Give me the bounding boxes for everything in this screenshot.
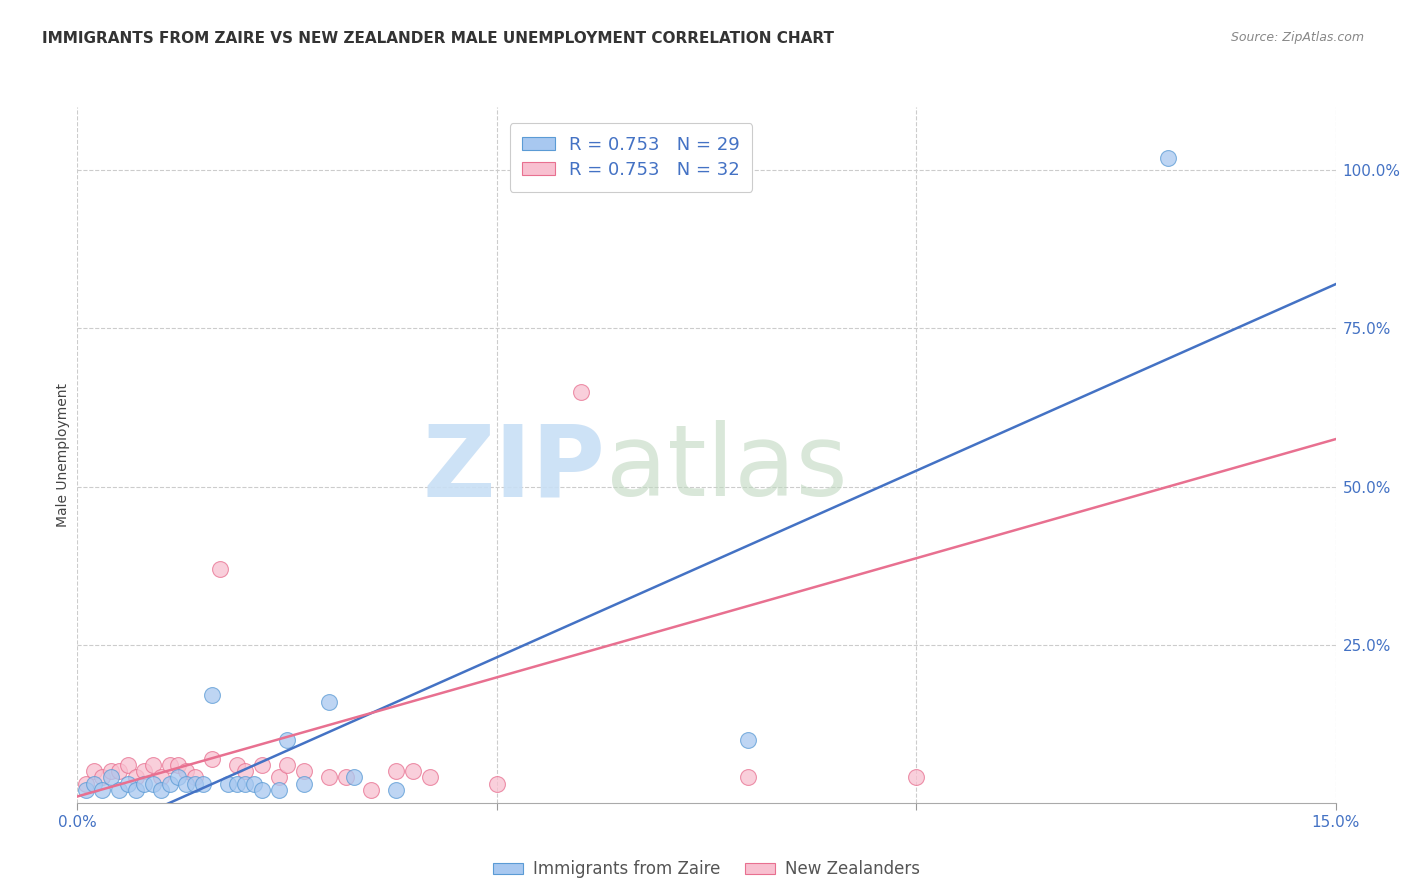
Point xyxy=(100,764,122,779)
Point xyxy=(83,777,105,791)
Point xyxy=(737,732,759,747)
Point xyxy=(159,757,181,772)
Point xyxy=(142,757,165,772)
Text: ZIP: ZIP xyxy=(423,420,606,517)
Point xyxy=(569,384,592,399)
Point xyxy=(250,783,273,797)
Point xyxy=(176,764,198,779)
Point xyxy=(125,783,148,797)
Point xyxy=(267,771,290,785)
Point xyxy=(402,764,425,779)
Text: Source: ZipAtlas.com: Source: ZipAtlas.com xyxy=(1230,31,1364,45)
Point xyxy=(200,688,222,702)
Point xyxy=(134,777,156,791)
Point xyxy=(142,777,165,791)
Point xyxy=(75,783,97,797)
Point xyxy=(200,751,222,765)
Y-axis label: Male Unemployment: Male Unemployment xyxy=(56,383,70,527)
Point xyxy=(217,777,239,791)
Point xyxy=(335,771,357,785)
Point xyxy=(208,562,231,576)
Point xyxy=(108,764,131,779)
Point xyxy=(117,757,139,772)
Point xyxy=(75,777,97,791)
Point xyxy=(184,777,207,791)
Point xyxy=(134,764,156,779)
Point xyxy=(292,764,315,779)
Point xyxy=(485,777,508,791)
Point xyxy=(318,771,340,785)
Text: IMMIGRANTS FROM ZAIRE VS NEW ZEALANDER MALE UNEMPLOYMENT CORRELATION CHART: IMMIGRANTS FROM ZAIRE VS NEW ZEALANDER M… xyxy=(42,31,834,46)
Point xyxy=(83,764,105,779)
Point xyxy=(276,757,298,772)
Point xyxy=(360,783,382,797)
Point xyxy=(100,771,122,785)
Point xyxy=(318,695,340,709)
Point xyxy=(737,771,759,785)
Point xyxy=(343,771,366,785)
Point xyxy=(167,771,190,785)
Point xyxy=(385,783,408,797)
Point xyxy=(225,777,247,791)
Point xyxy=(176,777,198,791)
Point xyxy=(1157,151,1180,165)
Point xyxy=(125,771,148,785)
Point xyxy=(184,771,207,785)
Point xyxy=(905,771,928,785)
Point xyxy=(167,757,190,772)
Point xyxy=(267,783,290,797)
Point xyxy=(91,771,114,785)
Point xyxy=(150,771,173,785)
Point xyxy=(108,783,131,797)
Point xyxy=(233,764,256,779)
Point xyxy=(191,777,215,791)
Point xyxy=(250,757,273,772)
Point xyxy=(385,764,408,779)
Point xyxy=(225,757,247,772)
Point xyxy=(292,777,315,791)
Point xyxy=(117,777,139,791)
Point xyxy=(276,732,298,747)
Point xyxy=(150,783,173,797)
Legend: Immigrants from Zaire, New Zealanders: Immigrants from Zaire, New Zealanders xyxy=(486,854,927,885)
Point xyxy=(233,777,256,791)
Point xyxy=(159,777,181,791)
Text: atlas: atlas xyxy=(606,420,848,517)
Point xyxy=(91,783,114,797)
Point xyxy=(419,771,441,785)
Point xyxy=(242,777,264,791)
